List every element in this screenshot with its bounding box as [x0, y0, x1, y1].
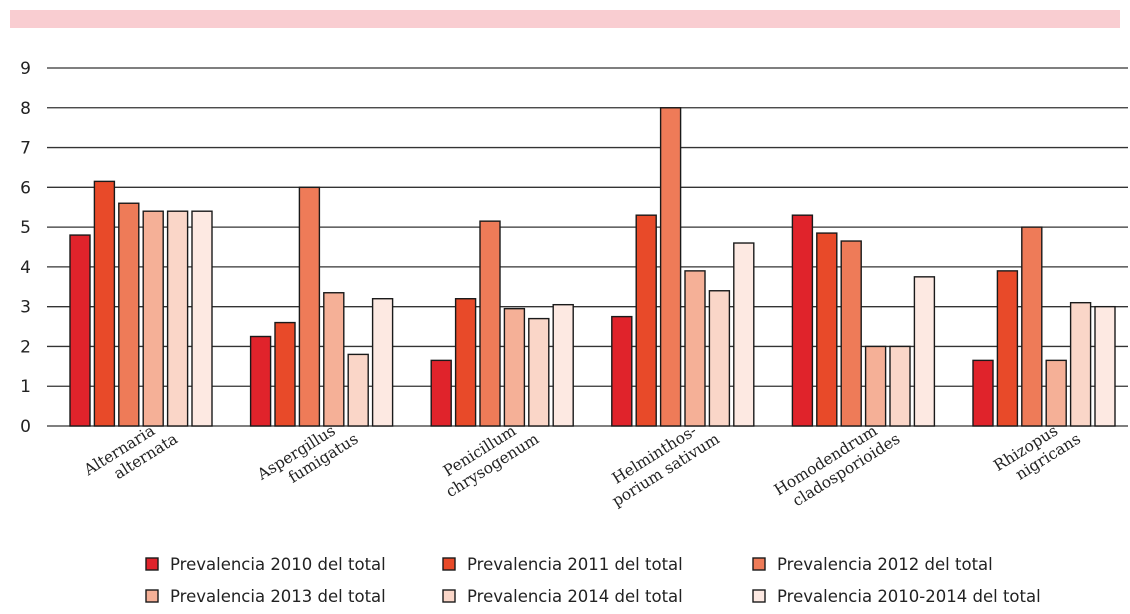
bar-5-5: [889, 345, 911, 427]
legend-label: Prevalencia 2013 del total: [170, 587, 386, 606]
bar-6-2: [996, 270, 1019, 427]
legend-label: Prevalencia 2014 del total: [467, 587, 683, 606]
bar-2-1: [249, 335, 272, 427]
bars: [69, 107, 1116, 427]
y-axis-ticks: 0 1 2 3 4 5 6 7 8 9: [20, 59, 31, 437]
legend-swatch: [752, 557, 766, 571]
bar-1-1: [69, 234, 91, 427]
bar-2-4: [323, 292, 345, 427]
bar-1-4: [142, 210, 164, 427]
legend: Prevalencia 2010 del total Prevalencia 20…: [145, 555, 1041, 606]
bar-6-6: [1094, 305, 1116, 427]
bar-1-6: [191, 210, 213, 427]
y-tick-label: 0: [20, 417, 31, 437]
bar-5-1: [791, 214, 814, 427]
y-tick-label: 3: [20, 298, 31, 318]
legend-label: Prevalencia 2011 del total: [467, 555, 683, 574]
bar-2-3: [298, 186, 321, 427]
bar-3-3: [479, 220, 501, 427]
y-tick-label: 7: [20, 139, 31, 159]
bar-4-6: [733, 242, 755, 427]
bar-6-5: [1069, 301, 1092, 427]
legend-label: Prevalencia 2010 del total: [170, 555, 386, 574]
header-band: [10, 10, 1120, 28]
gridlines: [47, 67, 1128, 427]
bar-4-1: [611, 315, 633, 427]
bar-3-1: [430, 359, 452, 427]
legend-swatch: [752, 589, 766, 603]
bar-1-5: [166, 210, 189, 427]
legend-swatch: [145, 589, 159, 603]
y-tick-label: 5: [20, 218, 31, 238]
bar-3-4: [503, 307, 526, 427]
bar-1-3: [118, 202, 140, 427]
bar-3-2: [454, 298, 477, 427]
y-tick-label: 8: [20, 99, 31, 119]
y-tick-label: 4: [20, 258, 31, 278]
y-tick-label: 1: [20, 377, 31, 397]
bar-5-6: [913, 276, 936, 427]
bar-5-4: [864, 345, 887, 427]
legend-label: Prevalencia 2012 del total: [777, 555, 993, 574]
category-label: Helminthos-porium sativum: [609, 422, 723, 511]
y-tick-label: 6: [20, 178, 31, 198]
bar-4-2: [635, 214, 657, 427]
legend-swatch: [145, 557, 159, 571]
y-tick-label: 2: [20, 337, 31, 357]
bar-6-3: [1021, 226, 1043, 427]
bar-2-6: [371, 298, 394, 427]
bar-5-2: [816, 232, 838, 427]
bar-3-6: [552, 303, 574, 427]
bar-2-5: [347, 353, 369, 427]
y-tick-label: 9: [20, 59, 31, 79]
bar-6-1: [972, 359, 994, 427]
bar-2-2: [274, 321, 296, 427]
bar-6-4: [1045, 359, 1067, 427]
bar-4-4: [684, 270, 706, 427]
legend-swatch: [442, 557, 456, 571]
legend-swatch: [442, 589, 456, 603]
bar-4-3: [659, 107, 682, 427]
bar-5-3: [840, 240, 862, 427]
bar-4-5: [708, 290, 731, 427]
bar-3-5: [528, 317, 550, 427]
bar-1-2: [93, 180, 116, 427]
legend-label: Prevalencia 2010-2014 del total: [777, 587, 1041, 606]
